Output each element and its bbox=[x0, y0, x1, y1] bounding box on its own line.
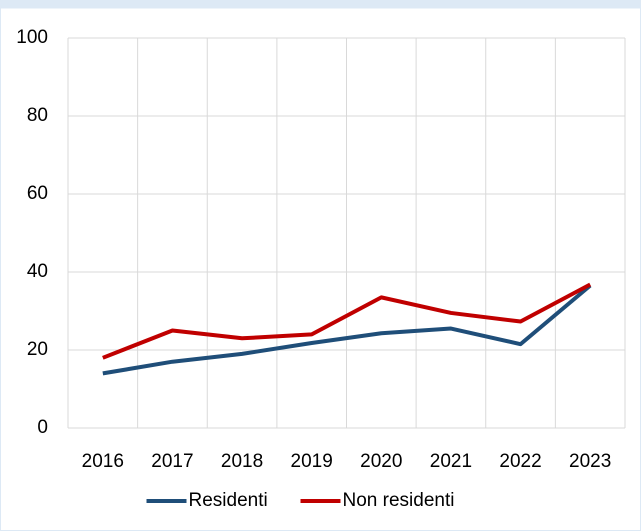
x-tick-label: 2021 bbox=[430, 451, 472, 472]
legend-label: Residenti bbox=[189, 490, 268, 511]
y-tick-label: 20 bbox=[27, 339, 48, 360]
x-tick-label: 2018 bbox=[221, 451, 263, 472]
series-line bbox=[102, 282, 592, 360]
x-tick-label: 2022 bbox=[499, 451, 541, 472]
x-tick-label: 2023 bbox=[569, 451, 611, 472]
x-tick-label: 2016 bbox=[82, 451, 124, 472]
x-tick-label: 2017 bbox=[151, 451, 193, 472]
y-tick-label: 80 bbox=[27, 105, 48, 126]
y-tick-label: 100 bbox=[16, 27, 48, 48]
x-tick-label: 2020 bbox=[360, 451, 402, 472]
y-tick-label: 0 bbox=[37, 417, 48, 438]
legend-label: Non residenti bbox=[343, 490, 455, 511]
y-tick-label: 60 bbox=[27, 183, 48, 204]
x-tick-label: 2019 bbox=[291, 451, 333, 472]
top-band bbox=[0, 0, 641, 8]
series-line bbox=[102, 284, 592, 376]
y-tick-label: 40 bbox=[27, 261, 48, 282]
